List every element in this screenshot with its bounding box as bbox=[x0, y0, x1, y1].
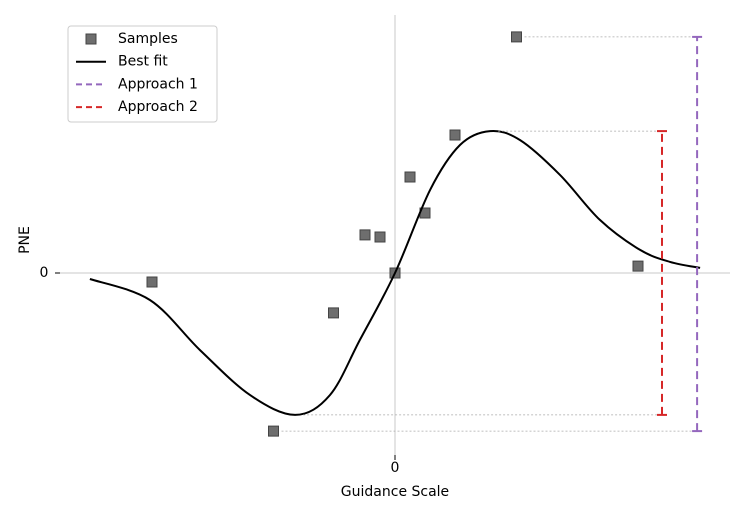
sample-marker bbox=[632, 260, 644, 272]
y-axis-label: PNE bbox=[17, 226, 33, 254]
sample-marker bbox=[374, 231, 386, 243]
sample-marker bbox=[146, 276, 158, 288]
best-fit-line bbox=[89, 129, 701, 416]
x-axis-label: Guidance Scale bbox=[341, 484, 449, 500]
legend-label: Approach 2 bbox=[118, 99, 198, 115]
sample-marker bbox=[511, 31, 522, 43]
y-tick-label: 0 bbox=[40, 265, 49, 281]
sample-marker bbox=[268, 425, 279, 437]
legend-label: Samples bbox=[118, 31, 178, 47]
legend-label: Best fit bbox=[118, 54, 168, 70]
sample-marker bbox=[404, 171, 416, 183]
sample-marker bbox=[359, 229, 371, 241]
x-tick-label: 0 bbox=[391, 460, 400, 476]
legend-marker bbox=[85, 33, 97, 45]
legend-label: Approach 1 bbox=[118, 76, 198, 92]
sample-marker bbox=[328, 307, 339, 319]
legend-box bbox=[67, 25, 218, 123]
sample-marker bbox=[449, 129, 461, 141]
